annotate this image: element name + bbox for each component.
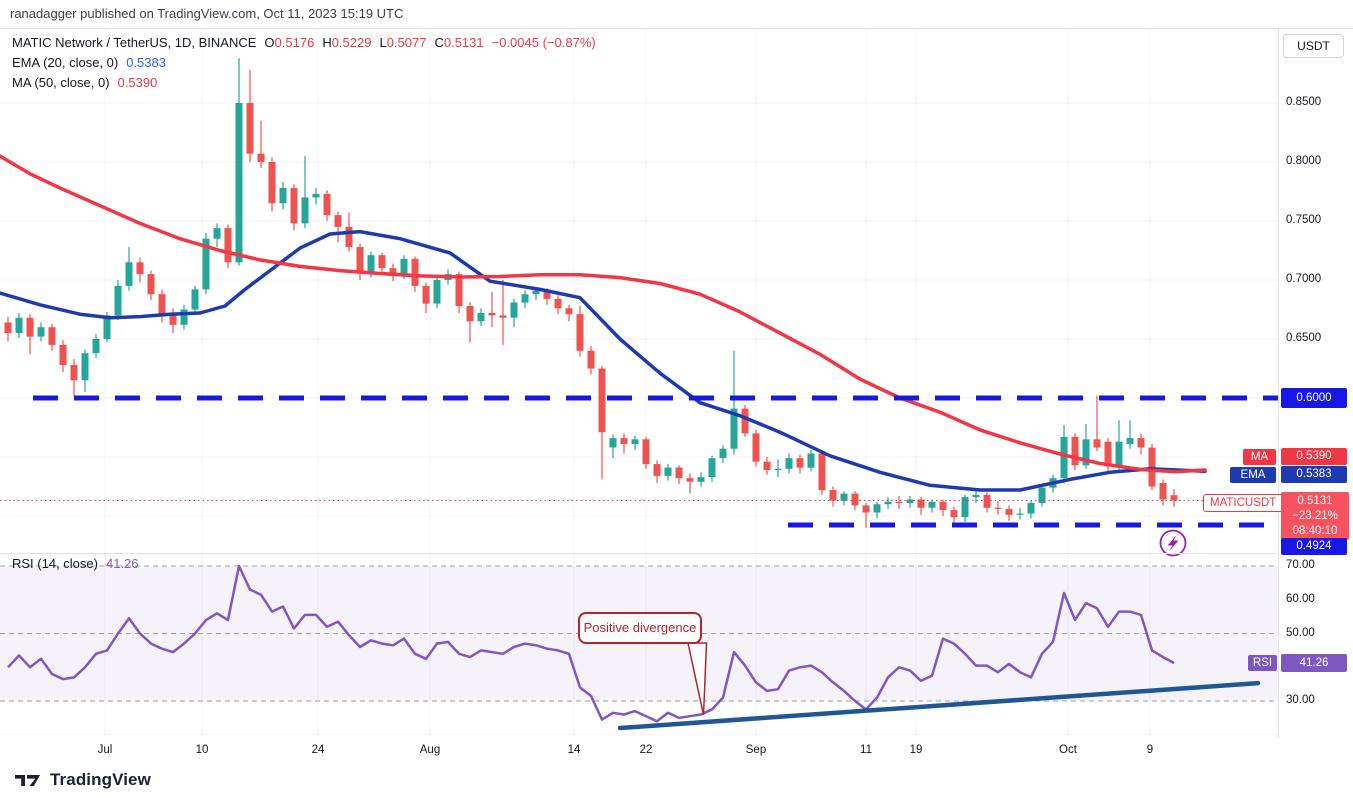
support-price-badge: 0.4924 [1281, 538, 1347, 555]
low-value: L 0.5077 [379, 35, 427, 50]
change-value: −0.0045 (−0.87%) [491, 35, 596, 50]
close-value: C 0.5131 [434, 35, 484, 50]
published-header: ranadagger published on TradingView.com,… [10, 6, 404, 21]
rsi-value-badge: 41.26 [1281, 654, 1347, 672]
last-price-value: 0.5131 [1297, 495, 1333, 507]
tradingview-logo-icon[interactable] [14, 771, 42, 789]
open-value: O 0.5176 [264, 35, 315, 50]
ma-legend-row[interactable]: MA (50, close, 0) 0.5390 [12, 74, 596, 91]
ma50-line [0, 154, 1207, 474]
candles [4, 58, 1178, 528]
ema-price-badge: 0.5383 [1281, 466, 1347, 483]
high-value: H 0.5229 [322, 35, 372, 50]
rsi-tag-chip: RSI [1248, 655, 1277, 671]
symbol-title[interactable]: MATIC Network / TetherUS, 1D, BINANCE [12, 35, 257, 50]
rsi-trendline [617, 680, 1261, 731]
currency-toggle-button[interactable]: USDT [1283, 34, 1344, 58]
ema-legend-row[interactable]: EMA (20, close, 0) 0.5383 [12, 54, 596, 71]
ema-label: EMA (20, close, 0) [12, 55, 119, 70]
symbol-price-chip[interactable]: MATICUSDT [1203, 494, 1284, 512]
positive-divergence-callout[interactable]: Positive divergence [578, 612, 702, 644]
tradingview-brand-text[interactable]: TradingView [50, 770, 151, 789]
price-axis-separator [1278, 28, 1279, 762]
rsi-legend-row[interactable]: RSI (14, close) 41.26 [12, 556, 139, 571]
resistance-price-badge: 0.6000 [1281, 388, 1347, 408]
ma-price-badge: 0.5390 [1281, 448, 1347, 465]
ma-label: MA (50, close, 0) [12, 75, 110, 90]
rsi-line [7, 564, 1175, 723]
ema-tag-chip: EMA [1230, 467, 1276, 483]
footer-bar: TradingView [0, 762, 1353, 798]
rsi-value: 41.26 [105, 556, 139, 571]
candle-countdown: 08:40:10 [1292, 525, 1338, 537]
last-price-badge: 0.5131 −23.21% 08:40:10 [1281, 492, 1349, 540]
pane-separator[interactable] [0, 553, 1278, 554]
time-axis[interactable] [0, 738, 1353, 762]
ma-tag-chip: MA [1243, 449, 1276, 465]
ema-value: 0.5383 [126, 55, 166, 70]
flash-icon [1159, 529, 1187, 557]
last-price-change: −23.21% [1292, 510, 1338, 522]
rsi-label: RSI (14, close) [12, 556, 98, 571]
top-separator [0, 28, 1353, 29]
ma-value: 0.5390 [117, 75, 158, 90]
ema20-line [0, 229, 1207, 492]
